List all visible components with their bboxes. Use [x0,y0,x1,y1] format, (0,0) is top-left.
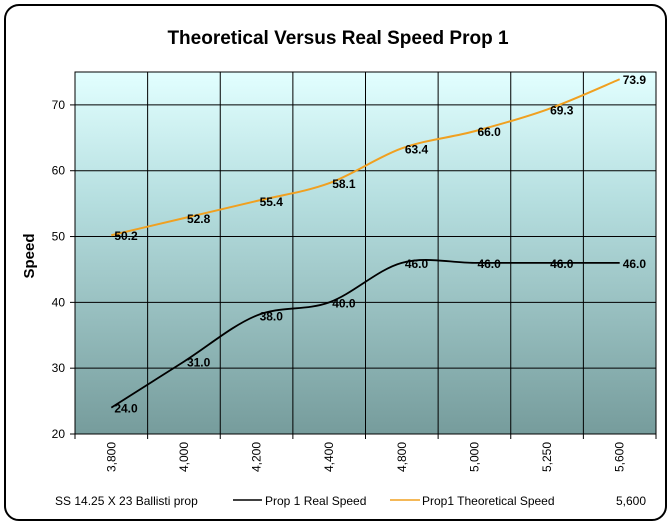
data-label: 31.0 [187,356,211,370]
data-label: 50.2 [114,229,138,243]
legend-note: SS 14.25 X 23 Ballisti prop [55,494,198,508]
x-tick-label: 5,600 [613,442,627,472]
y-tick-label: 60 [52,164,66,178]
y-tick-label: 20 [52,427,66,441]
y-tick-label: 70 [52,98,66,112]
legend-label-real: Prop 1 Real Speed [265,494,366,508]
data-label: 46.0 [405,257,429,271]
data-label: 46.0 [550,257,574,271]
y-tick-label: 50 [52,230,66,244]
data-label: 73.9 [623,73,647,87]
legend-extra-value: 5,600 [616,494,646,508]
x-tick-label: 5,250 [540,442,554,472]
line-theoretical-speed [111,78,621,237]
data-label: 46.0 [623,257,647,271]
y-axis-ticks: 20 30 40 50 60 70 [52,98,75,441]
y-axis-label: Speed [21,233,38,278]
y-tick-label: 30 [52,361,66,375]
x-tick-label: 5,000 [467,442,481,472]
series-group: 24.0 31.0 38.0 40.0 46.0 46.0 46.0 46.0 50.2 52.8… [110,73,647,416]
x-tick-label: 4,800 [395,442,409,472]
data-label: 66.0 [477,125,501,139]
x-axis-ticks: 3,800 4,000 4,200 4,400 4,800 5,000 5,250 5,600 [74,434,657,472]
data-label: 40.0 [332,296,356,310]
chart-title: Theoretical Versus Real Speed Prop 1 [167,28,509,49]
data-label: 69.3 [550,104,574,118]
line-real-speed [110,259,620,409]
data-label: 55.4 [260,195,284,209]
legend: SS 14.25 X 23 Ballisti prop Prop 1 Real … [55,494,646,508]
x-tick-label: 3,800 [104,442,118,472]
gridlines [75,72,656,434]
data-label: 38.0 [260,310,284,324]
legend-label-theoretical: Prop1 Theoretical Speed [422,494,555,508]
data-label: 52.8 [187,212,211,226]
x-tick-label: 4,400 [322,442,336,472]
x-tick-label: 4,200 [250,442,264,472]
data-label: 46.0 [477,257,501,271]
data-label: 24.0 [114,402,138,416]
data-label: 58.1 [332,177,356,191]
y-tick-label: 40 [52,295,66,309]
data-label: 63.4 [405,142,429,156]
x-tick-label: 4,000 [177,442,191,472]
